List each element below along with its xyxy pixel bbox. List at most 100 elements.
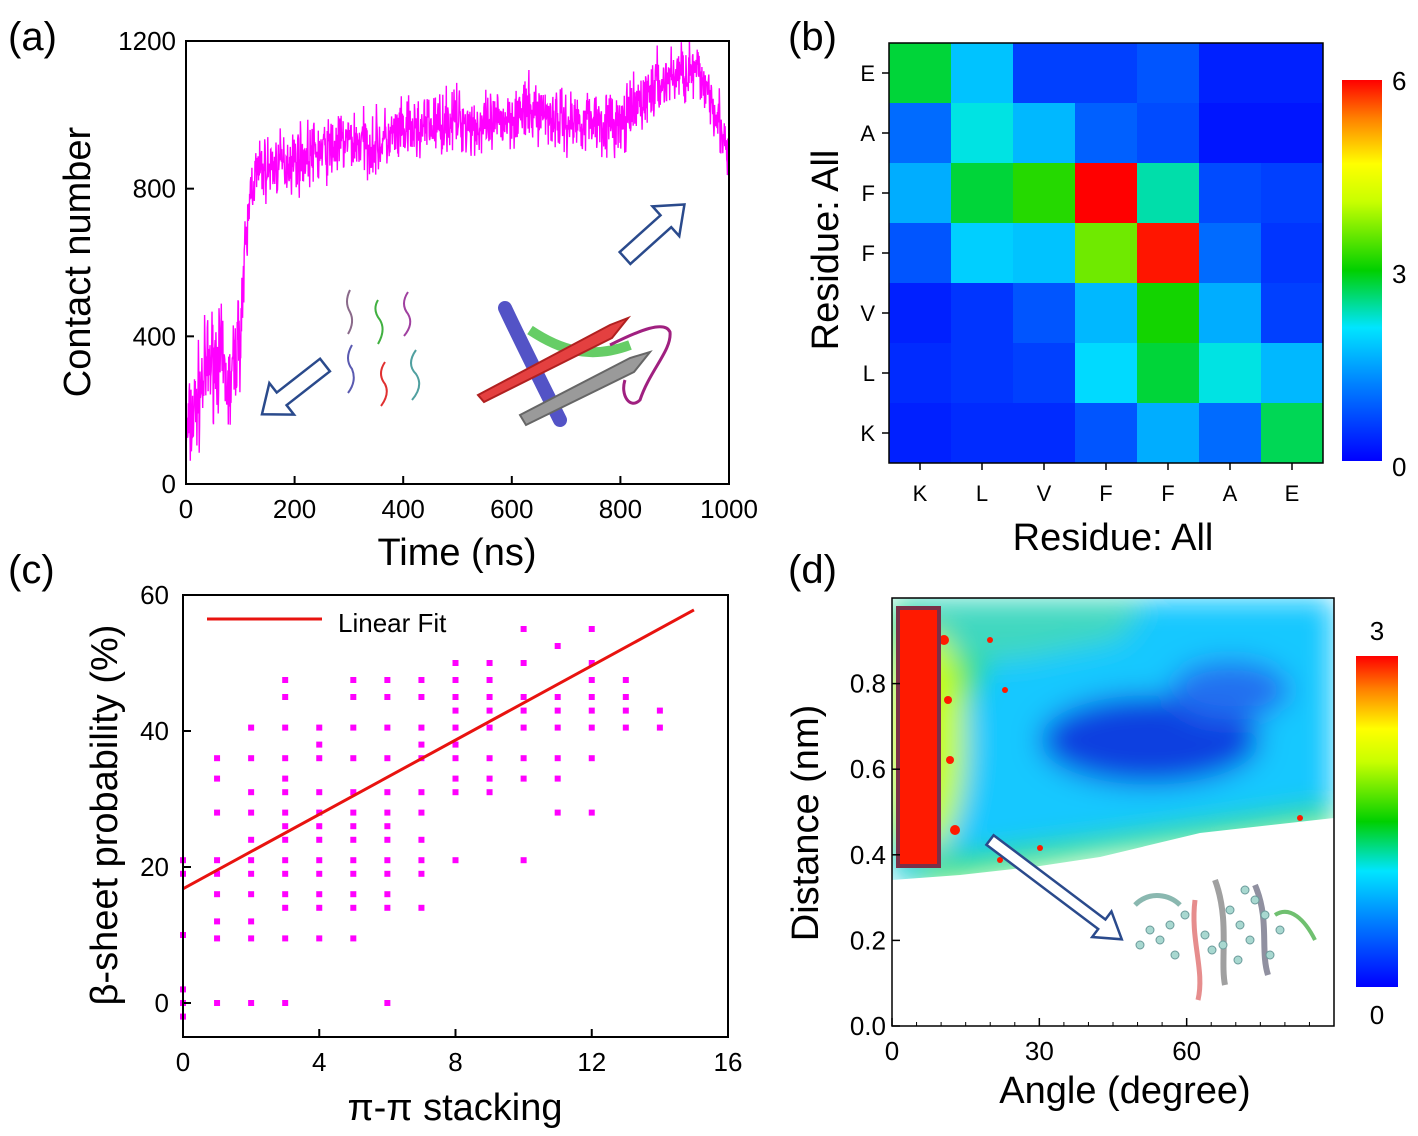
panel-a-x-axis-title: Time (ns) bbox=[377, 532, 536, 574]
scatter-point bbox=[214, 1000, 221, 1006]
panel-d-colorbar bbox=[1356, 656, 1398, 987]
scatter-point bbox=[520, 707, 527, 714]
scatter-point bbox=[452, 724, 459, 731]
panel-a: (a) 0 200 400 600 800 1000 0 400 800 1200 Time (… bbox=[8, 15, 758, 574]
scatter-point bbox=[418, 789, 425, 796]
scatter-point bbox=[452, 660, 459, 666]
y-category-label: F bbox=[862, 181, 875, 206]
scatter-point bbox=[452, 755, 459, 762]
panel-d-highlight-box bbox=[896, 606, 941, 868]
heatmap-cell bbox=[1261, 163, 1324, 224]
panel-c-fit-line bbox=[182, 608, 695, 891]
scatter-point bbox=[452, 775, 459, 782]
scatter-point bbox=[350, 755, 357, 762]
panel-a-frame bbox=[185, 40, 730, 485]
heatmap-cell bbox=[1013, 163, 1076, 224]
scatter-point bbox=[384, 836, 391, 843]
scatter-point bbox=[588, 755, 595, 762]
scatter-point bbox=[214, 857, 221, 864]
heatmap-cell bbox=[1261, 43, 1324, 104]
heatmap-cell bbox=[951, 283, 1014, 344]
scatter-point bbox=[418, 741, 425, 748]
scatter-point bbox=[520, 755, 527, 762]
scatter-point bbox=[316, 891, 323, 898]
scatter-point bbox=[350, 724, 357, 731]
scatter-point bbox=[486, 677, 493, 683]
scatter-point bbox=[588, 677, 595, 683]
scatter-point bbox=[384, 694, 391, 700]
panel-b-y-axis-title: Residue: All bbox=[805, 150, 847, 351]
heatmap-cell bbox=[1199, 283, 1262, 344]
panel-c-y-ticks: 0 20 40 60 bbox=[140, 580, 191, 1018]
arrow-up-right-icon bbox=[617, 203, 686, 266]
scatter-point bbox=[452, 741, 459, 748]
heatmap-cell bbox=[889, 163, 952, 224]
heatmap-cell bbox=[1137, 163, 1200, 224]
scatter-point bbox=[248, 836, 255, 843]
scatter-point bbox=[316, 809, 323, 816]
scatter-point bbox=[622, 707, 629, 714]
heatmap-cell bbox=[951, 43, 1014, 104]
scatter-point bbox=[520, 775, 527, 782]
scatter-point bbox=[588, 694, 595, 700]
scatter-point bbox=[384, 857, 391, 864]
scatter-point bbox=[418, 694, 425, 700]
heatmap-cell bbox=[1075, 223, 1138, 284]
scatter-point bbox=[486, 755, 493, 762]
scatter-point bbox=[486, 660, 493, 666]
scatter-point bbox=[520, 660, 527, 666]
panel-c-legend-label: Linear Fit bbox=[338, 608, 447, 638]
scatter-point bbox=[452, 677, 459, 683]
scatter-point bbox=[282, 724, 289, 731]
scatter-point bbox=[248, 918, 255, 925]
scatter-point bbox=[282, 935, 289, 942]
x-tick-label: 200 bbox=[273, 494, 316, 524]
scatter-point bbox=[316, 935, 323, 942]
y-tick-label: 0.6 bbox=[850, 754, 886, 784]
heatmap-cell bbox=[1013, 223, 1076, 284]
scatter-point bbox=[350, 677, 357, 683]
x-category-label: K bbox=[913, 481, 928, 506]
panel-b-colorbar bbox=[1342, 80, 1382, 461]
panel-d-colorbar-max: 3 bbox=[1370, 616, 1384, 646]
heatmap-cell bbox=[1075, 43, 1138, 104]
y-tick-label: 0.0 bbox=[850, 1011, 886, 1041]
panel-a-x-ticks: 0 200 400 600 800 1000 bbox=[179, 476, 758, 524]
panel-b-y-categories: E A F F V L K bbox=[860, 61, 889, 446]
scatter-point bbox=[554, 755, 561, 762]
heatmap-cell bbox=[951, 223, 1014, 284]
panel-a-y-axis-title: Contact number bbox=[57, 126, 99, 397]
y-tick-label: 40 bbox=[140, 716, 169, 746]
scatter-point bbox=[350, 823, 357, 830]
scatter-point bbox=[384, 891, 391, 898]
scatter-point bbox=[520, 857, 527, 864]
heatmap-cell bbox=[1261, 343, 1324, 404]
scatter-point bbox=[248, 870, 255, 877]
x-tick-label: 16 bbox=[714, 1047, 743, 1077]
x-tick-label: 600 bbox=[490, 494, 533, 524]
scatter-point bbox=[282, 1000, 289, 1006]
scatter-point bbox=[316, 870, 323, 877]
heatmap-cell bbox=[1075, 103, 1138, 164]
scatter-point bbox=[384, 809, 391, 816]
panel-b-colorbar-mid: 3 bbox=[1392, 259, 1406, 289]
contact-number-line bbox=[186, 41, 729, 461]
scatter-point bbox=[214, 809, 221, 816]
heatmap-cell bbox=[1137, 343, 1200, 404]
panel-d-x-ticks: 0 30 60 bbox=[885, 1018, 1310, 1066]
panel-c: (c) Linear Fit 0 4 8 12 16 0 20 40 60 π-π stack… bbox=[8, 548, 742, 1129]
scatter-point bbox=[282, 823, 289, 830]
heatmap-cell bbox=[889, 343, 952, 404]
panel-d: (d) 0 30 60 0.00.20.40.60.8 A bbox=[785, 548, 1398, 1112]
scatter-point bbox=[282, 775, 289, 782]
scatter-point bbox=[282, 755, 289, 762]
heatmap-cell bbox=[889, 43, 952, 104]
heatmap-cell bbox=[1261, 283, 1324, 344]
y-category-label: K bbox=[860, 421, 875, 446]
scatter-point bbox=[554, 724, 561, 731]
x-tick-label: 0 bbox=[176, 1047, 190, 1077]
scatter-point bbox=[350, 870, 357, 877]
scatter-point bbox=[418, 870, 425, 877]
panel-b-x-axis-title: Residue: All bbox=[1013, 517, 1214, 559]
scatter-point bbox=[486, 724, 493, 731]
